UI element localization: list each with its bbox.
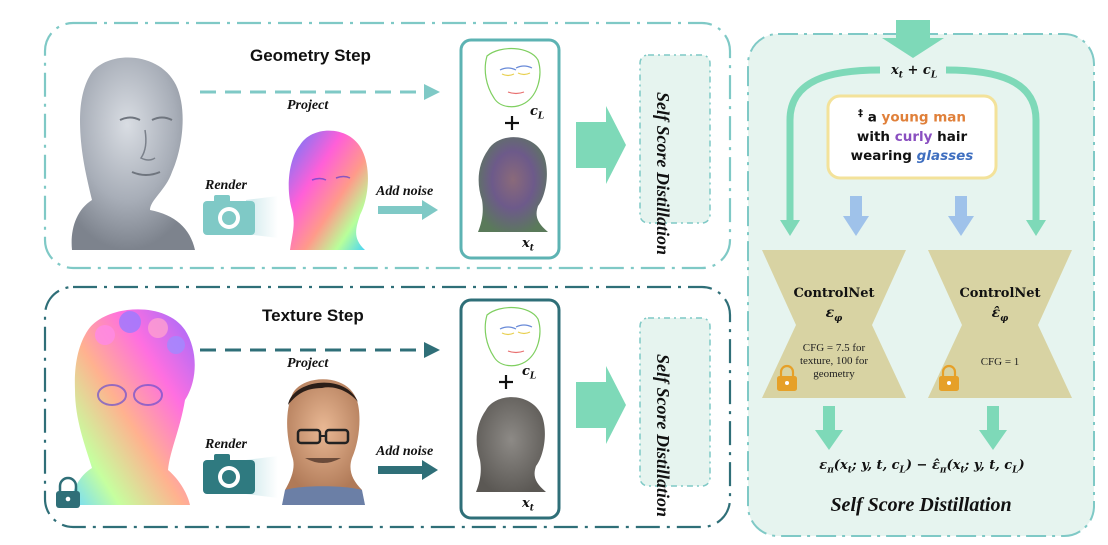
geo-landmark-face [484, 48, 541, 108]
tex-noise-label: Add noise [376, 444, 434, 459]
right-output-arrow [987, 406, 999, 432]
geo-project-label: Project [287, 98, 329, 113]
prompt-to-right-arrow [955, 196, 967, 218]
panel-input-arrow [882, 20, 944, 58]
right-controlnet-title: ControlNet [959, 286, 1041, 301]
tex-render-photo [282, 379, 365, 505]
panel-input-label: xt + cL [888, 63, 941, 81]
geo-noise-arrow [378, 206, 424, 214]
left-lock-icon [777, 364, 797, 391]
panel-title: Self Score Distillation [830, 494, 1012, 516]
right-branch-arrow [945, 66, 1040, 222]
geo-noisy-label: xt [522, 236, 534, 254]
tex-noise-arrow [378, 466, 424, 474]
geo-noise-label: Add noise [376, 184, 434, 199]
tex-ssd-box [639, 317, 711, 487]
left-branch-arrow [786, 66, 881, 222]
tex-ssd-label: Self Score Distillation [653, 354, 673, 518]
tex-to-ssd-arrow [576, 366, 626, 444]
geo-camera-icon [203, 195, 278, 238]
left-controlnet-title: ControlNet [793, 286, 875, 301]
geo-render-label: Render [205, 178, 247, 193]
prompt-text: ‡ a young man with curly hair wearing gl… [850, 108, 974, 164]
tex-cond-label: cL [522, 364, 537, 382]
tex-landmark-face [484, 307, 541, 367]
gray-head-mesh [71, 57, 195, 250]
geo-cond-label: cL [530, 104, 545, 122]
texture-step-title: Texture Step [262, 306, 364, 325]
geo-normal-head [288, 130, 368, 250]
left-cfg-text: CFG = 7.5 for texture, 100 for geometry [799, 342, 869, 380]
prompt-box [826, 94, 998, 180]
geo-plus-icon [505, 116, 519, 130]
tex-noisy-head [476, 397, 546, 492]
geo-ssd-label: Self Score Distillation [653, 92, 673, 256]
left-output-arrow [823, 406, 835, 432]
geo-ssd-box [639, 54, 711, 224]
tex-project-label: Project [287, 356, 329, 371]
controlnet-right-shape [928, 250, 1072, 398]
right-cfg-text: CFG = 1 [980, 356, 1020, 368]
geo-to-ssd-arrow [576, 106, 626, 184]
geometry-step-frame [43, 21, 732, 270]
controlnet-left-shape [762, 250, 906, 398]
texture-lock-icon [56, 476, 80, 508]
tex-noisy-label: xt [522, 496, 534, 514]
ssd-formula: επ(xt; y, t, cL) − ε̂π(xt; y, t, cL) [819, 458, 1025, 476]
tex-render-label: Render [205, 437, 247, 452]
right-controlnet-symbol: ε̂φ [991, 305, 1009, 324]
geometry-step-title: Geometry Step [250, 46, 371, 65]
left-controlnet-symbol: εφ [825, 305, 843, 324]
prompt-to-left-arrow [850, 196, 862, 218]
right-lock-icon [939, 364, 959, 391]
geo-noisy-head [478, 137, 548, 232]
tex-plus-icon [499, 375, 513, 389]
texture-normal-head [70, 309, 195, 505]
tex-camera-icon [203, 454, 278, 498]
